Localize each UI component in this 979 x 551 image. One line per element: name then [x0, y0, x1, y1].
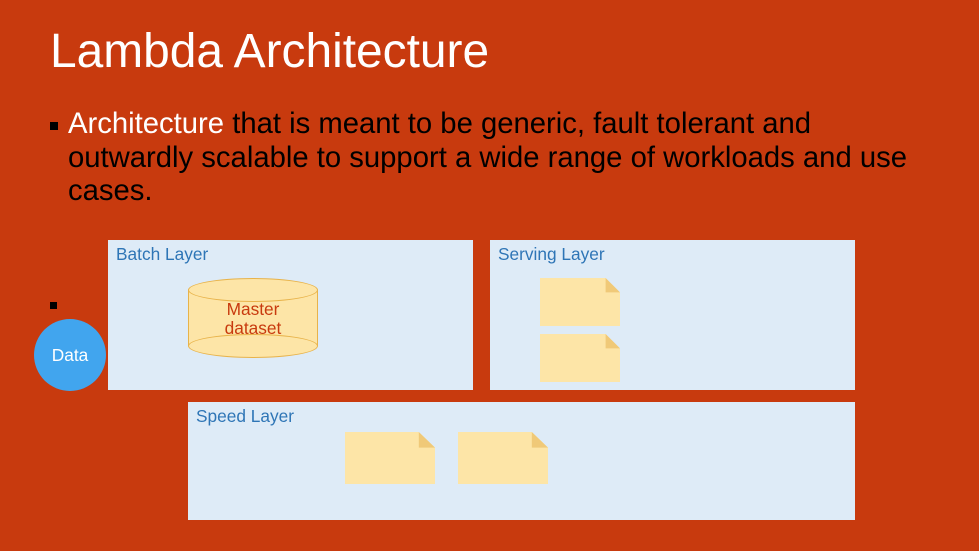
master-dataset-label: Master dataset	[188, 300, 318, 338]
master-dataset-line1: Master	[227, 299, 280, 319]
stray-bullet	[50, 302, 57, 309]
master-dataset-cylinder: Master dataset	[188, 278, 318, 358]
serving-layer-label: Serving Layer	[498, 244, 605, 265]
slide-title: Lambda Architecture	[50, 24, 489, 79]
slide-root: Lambda Architecture Architecture that is…	[0, 0, 979, 551]
description-lead: Architecture	[68, 108, 224, 140]
data-node: Data	[34, 319, 106, 391]
speed-note-2	[458, 432, 548, 484]
bullet-marker	[50, 122, 58, 130]
serving-note-1	[540, 278, 620, 326]
speed-layer-label: Speed Layer	[196, 406, 294, 427]
speed-note-1	[345, 432, 435, 484]
master-dataset-line2: dataset	[225, 318, 282, 338]
batch-layer-label: Batch Layer	[116, 244, 208, 265]
description-text: Architecture that is meant to be generic…	[68, 108, 920, 209]
serving-note-2	[540, 334, 620, 382]
data-node-label: Data	[52, 345, 89, 366]
description-bullet: Architecture that is meant to be generic…	[50, 108, 920, 209]
